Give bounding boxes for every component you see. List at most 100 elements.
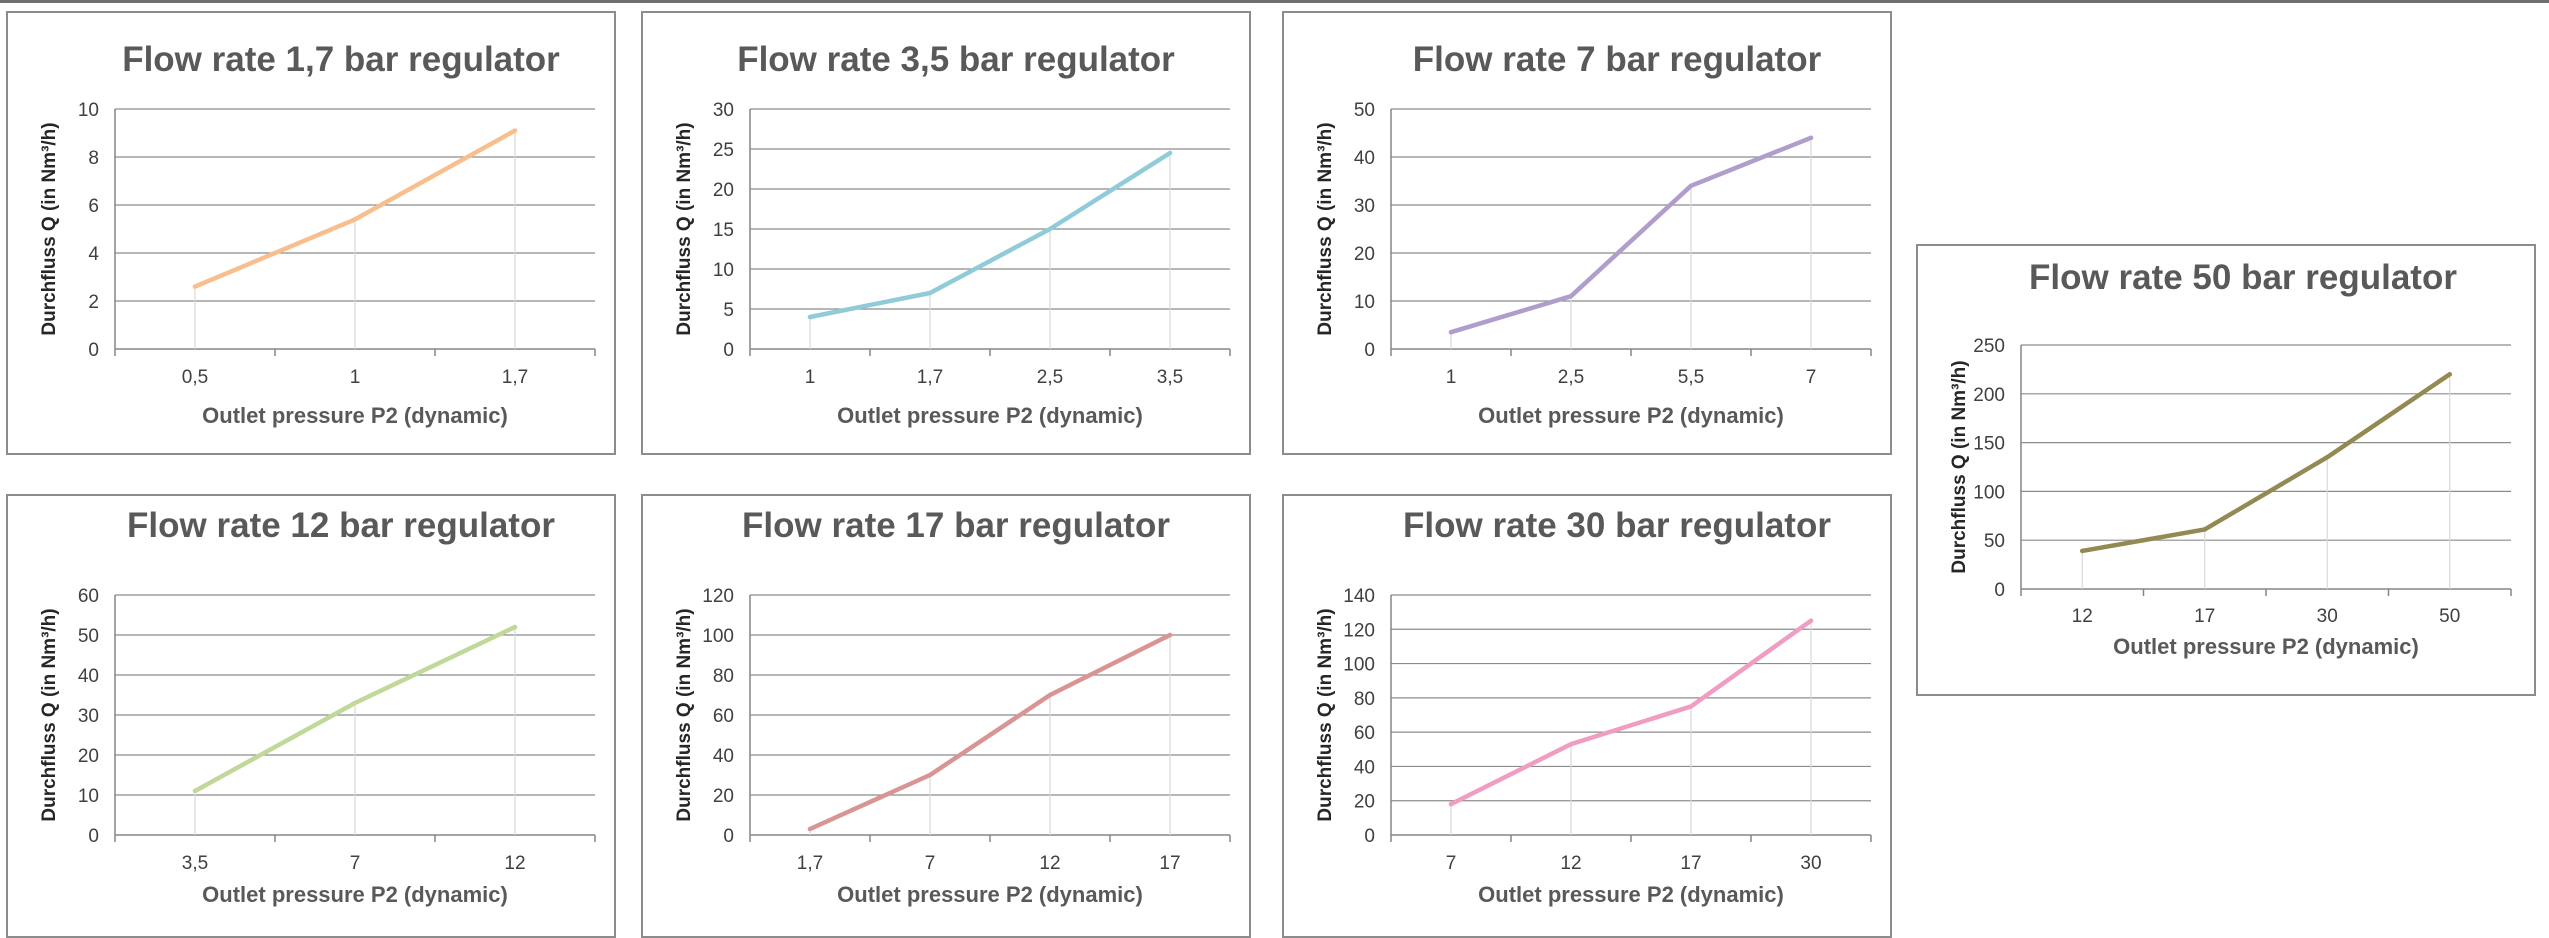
data-point: [927, 772, 933, 778]
data-point: [1808, 618, 1814, 623]
data-point: [352, 700, 358, 706]
series-line: [807, 150, 1173, 320]
y-axis-label: Durchfluss Q (in Nm³/h): [674, 608, 695, 821]
x-axis-label: Outlet pressure P2 (dynamic): [837, 882, 1143, 907]
x-axis-label: Outlet pressure P2 (dynamic): [202, 882, 508, 907]
x-axis-label: Outlet pressure P2 (dynamic): [1478, 403, 1784, 428]
y-tick-label: 20: [713, 180, 734, 201]
y-tick-label: 20: [1354, 244, 1375, 265]
y-tick-label: 30: [1354, 196, 1375, 217]
x-tick-label: 1,7: [797, 853, 823, 874]
x-tick-label: 17: [1680, 853, 1701, 874]
y-tick-label: 4: [88, 244, 99, 265]
chart-title: Flow rate 12 bar regulator: [127, 506, 555, 545]
series-line: [1448, 618, 1814, 807]
y-axis-label: Durchfluss Q (in Nm³/h): [39, 122, 60, 335]
data-point: [807, 826, 813, 832]
x-tick-label: 12: [504, 853, 525, 874]
x-tick-label: 1: [1446, 367, 1457, 388]
y-tick-label: 40: [1354, 757, 1375, 778]
y-tick-label: 250: [1973, 336, 2005, 357]
chart-title: Flow rate 7 bar regulator: [1413, 40, 1822, 79]
x-tick-label: 12: [1560, 853, 1581, 874]
y-tick-label: 10: [1354, 292, 1375, 313]
chart-svg-50-bar: Flow rate 50 bar regulator 0 50 100 150 200 25…: [1949, 258, 2512, 659]
y-tick-label: 100: [1973, 482, 2005, 503]
top-border-line: [0, 0, 2549, 3]
data-point: [1808, 135, 1814, 140]
x-tick-label: 12: [1039, 853, 1060, 874]
data-point: [512, 624, 518, 630]
chart-panel-1-7-bar: Flow rate 1,7 bar regulator 0 2 4 6 8 10 0,5 1 1,…: [6, 11, 616, 455]
y-tick-label: 20: [78, 746, 99, 767]
chart-panel-50-bar: Flow rate 50 bar regulator 0 50 100 150 200 25…: [1916, 244, 2536, 696]
y-tick-label: 40: [1354, 148, 1375, 169]
x-tick-label: 3,5: [1157, 367, 1183, 388]
chart-title: Flow rate 50 bar regulator: [2029, 258, 2457, 297]
y-tick-label: 8: [88, 148, 99, 169]
y-axis-label: Durchfluss Q (in Nm³/h): [39, 608, 60, 821]
chart-svg-1-7-bar: Flow rate 1,7 bar regulator 0 2 4 6 8 10 0,5 1 1,…: [39, 40, 596, 428]
data-point: [2080, 548, 2085, 554]
y-tick-label: 60: [1354, 723, 1375, 744]
y-tick-label: 30: [78, 706, 99, 727]
x-tick-label: 50: [2439, 606, 2460, 627]
data-point: [1448, 330, 1454, 335]
y-tick-label: 40: [713, 746, 734, 767]
chart-panel-7-bar: Flow rate 7 bar regulator 0 10 20 30 40 50 1 2,5…: [1282, 11, 1892, 455]
y-tick-label: 50: [1984, 531, 2005, 552]
y-tick-label: 60: [78, 586, 99, 607]
y-tick-label: 60: [713, 706, 734, 727]
data-point: [352, 217, 358, 222]
chart-svg-30-bar: Flow rate 30 bar regulator 0 20 40 60 80 100 12…: [1315, 506, 1872, 907]
series-line: [2080, 372, 2452, 554]
y-tick-label: 6: [88, 196, 99, 217]
chart-panel-3-5-bar: Flow rate 3,5 bar regulator 0 5 10 15 20 25 30 1…: [641, 11, 1251, 455]
x-tick-label: 1,7: [502, 367, 528, 388]
x-tick-label: 17: [1159, 853, 1180, 874]
y-tick-label: 25: [713, 140, 734, 161]
data-point: [192, 284, 198, 289]
chart-svg-7-bar: Flow rate 7 bar regulator 0 10 20 30 40 50 1 2,5…: [1315, 40, 1872, 428]
x-tick-label: 17: [2194, 606, 2215, 627]
y-tick-label: 10: [78, 786, 99, 807]
x-axis-label: Outlet pressure P2 (dynamic): [2113, 634, 2419, 659]
data-point: [1448, 801, 1454, 807]
x-tick-label: 30: [1800, 853, 1821, 874]
x-tick-label: 1: [350, 367, 361, 388]
data-point: [1568, 294, 1574, 299]
x-tick-label: 0,5: [182, 367, 208, 388]
y-tick-label: 10: [713, 260, 734, 281]
x-tick-label: 30: [2317, 606, 2338, 627]
data-point: [2447, 372, 2452, 377]
y-tick-label: 50: [78, 626, 99, 647]
x-tick-label: 2,5: [1558, 367, 1584, 388]
x-tick-label: 7: [1446, 853, 1457, 874]
data-point: [512, 128, 518, 133]
chart-panel-30-bar: Flow rate 30 bar regulator 0 20 40 60 80 100 12…: [1282, 494, 1892, 938]
y-tick-label: 10: [78, 100, 99, 121]
y-tick-label: 0: [723, 340, 734, 361]
y-tick-label: 40: [78, 666, 99, 687]
x-axis-label: Outlet pressure P2 (dynamic): [837, 403, 1143, 428]
data-point: [1568, 741, 1574, 747]
chart-title: Flow rate 1,7 bar regulator: [122, 40, 560, 79]
data-point: [192, 788, 198, 794]
y-tick-label: 0: [723, 826, 734, 847]
x-tick-label: 2,5: [1037, 367, 1063, 388]
chart-panel-12-bar: Flow rate 12 bar regulator 0 10 20 30 40 50 60 3…: [6, 494, 616, 938]
y-tick-label: 80: [1354, 689, 1375, 710]
data-point: [1688, 704, 1694, 709]
y-tick-label: 100: [702, 626, 734, 647]
y-tick-label: 80: [713, 666, 734, 687]
x-tick-label: 7: [350, 853, 361, 874]
y-tick-label: 20: [1354, 792, 1375, 813]
series-line: [1448, 135, 1814, 335]
data-point: [1167, 632, 1173, 638]
x-tick-label: 12: [2072, 606, 2093, 627]
chart-title: Flow rate 17 bar regulator: [742, 506, 1170, 545]
data-point: [2202, 527, 2207, 532]
y-tick-label: 2: [88, 292, 99, 313]
x-tick-label: 3,5: [182, 853, 208, 874]
y-tick-label: 5: [723, 300, 734, 321]
